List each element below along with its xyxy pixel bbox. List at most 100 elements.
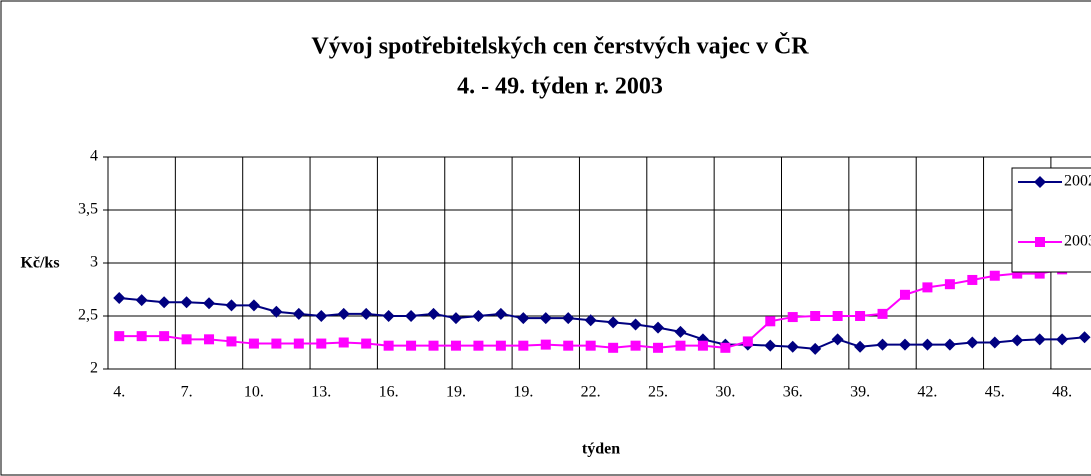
data-point [944, 279, 955, 290]
legend-marker [1034, 176, 1046, 188]
data-point [315, 310, 328, 322]
data-point [135, 294, 148, 307]
data-point [653, 342, 664, 353]
data-point [203, 297, 216, 310]
data-point [494, 307, 507, 320]
data-point [764, 339, 777, 352]
data-point [966, 336, 979, 349]
x-tick-label: 45. [985, 384, 1005, 401]
data-point [854, 340, 867, 353]
data-point [607, 316, 620, 329]
data-point [472, 310, 485, 322]
x-tick-label: 25. [648, 384, 668, 401]
x-tick-label: 13. [311, 384, 331, 401]
data-point [720, 342, 731, 353]
data-point [584, 314, 597, 327]
x-tick-label: 7. [181, 384, 193, 401]
data-point [159, 331, 170, 342]
x-axis-title: týden [582, 441, 620, 458]
data-point [473, 340, 484, 351]
data-point [786, 340, 799, 353]
data-point [382, 310, 395, 322]
data-point [181, 334, 192, 345]
data-point [518, 340, 529, 351]
data-point [742, 336, 753, 347]
data-point [608, 342, 619, 353]
y-tick-label: 3 [90, 254, 98, 271]
legend-label: 2003 [1064, 233, 1091, 250]
y-tick-label: 2 [90, 360, 98, 377]
plot-border [107, 156, 1091, 370]
data-point [988, 336, 1001, 349]
data-point [361, 338, 372, 349]
data-point [967, 274, 978, 285]
data-point [226, 336, 237, 347]
data-point [1011, 334, 1024, 347]
x-tick-label: 10. [244, 384, 264, 401]
data-point [1012, 268, 1023, 279]
x-tick-label: 19. [513, 384, 533, 401]
data-point [876, 338, 889, 351]
chart-title: Vývoj spotřebitelských cen čerstvých vaj… [311, 33, 809, 60]
x-tick-label: 36. [783, 384, 803, 401]
y-tick-label: 2,5 [78, 307, 98, 324]
data-point [540, 339, 551, 350]
data-point [943, 338, 956, 351]
data-point [855, 311, 866, 321]
data-point [360, 307, 373, 320]
data-point [113, 291, 126, 304]
data-point [293, 338, 304, 349]
data-point [629, 318, 642, 331]
x-tick-label: 19. [446, 384, 466, 401]
x-tick-label: 39. [850, 384, 870, 401]
y-tick-label: 4 [90, 148, 98, 165]
data-point [898, 338, 911, 351]
data-point [630, 340, 641, 351]
data-point [383, 340, 394, 351]
data-point [495, 340, 506, 351]
data-point [247, 299, 260, 312]
data-point [225, 299, 238, 312]
data-point [114, 331, 125, 342]
data-point [652, 321, 665, 334]
data-point [180, 296, 193, 309]
y-tick-label: 3,5 [78, 201, 98, 218]
x-tick-label: 16. [379, 384, 399, 401]
x-tick-label: 42. [917, 384, 937, 401]
x-tick-label: 48. [1052, 384, 1072, 401]
data-point [539, 312, 552, 325]
data-point [517, 312, 530, 325]
data-point [158, 296, 171, 309]
data-point [787, 312, 798, 323]
data-point [248, 338, 259, 349]
x-tick-label: 30. [715, 384, 735, 401]
data-point [338, 337, 349, 348]
chart-subtitle: 4. - 49. týden r. 2003 [457, 74, 663, 100]
data-point [989, 270, 1000, 281]
data-point [832, 311, 843, 321]
data-point [562, 312, 575, 325]
data-point [697, 340, 708, 351]
data-point [270, 305, 283, 318]
data-point [1033, 333, 1046, 346]
data-point [809, 342, 822, 355]
y-axis-title: Kč/ks [20, 255, 59, 272]
data-point [765, 316, 776, 327]
data-point [204, 334, 215, 345]
data-point [292, 307, 305, 320]
data-point [831, 333, 844, 346]
data-point [810, 311, 821, 321]
data-point [675, 340, 686, 351]
data-point [427, 307, 440, 320]
legend-box [1011, 167, 1091, 273]
data-point [563, 340, 574, 351]
data-point [136, 331, 147, 342]
data-point [271, 338, 282, 349]
data-point [921, 338, 934, 351]
legend-marker [1035, 237, 1045, 247]
data-point [1078, 331, 1091, 344]
data-point [922, 282, 933, 293]
